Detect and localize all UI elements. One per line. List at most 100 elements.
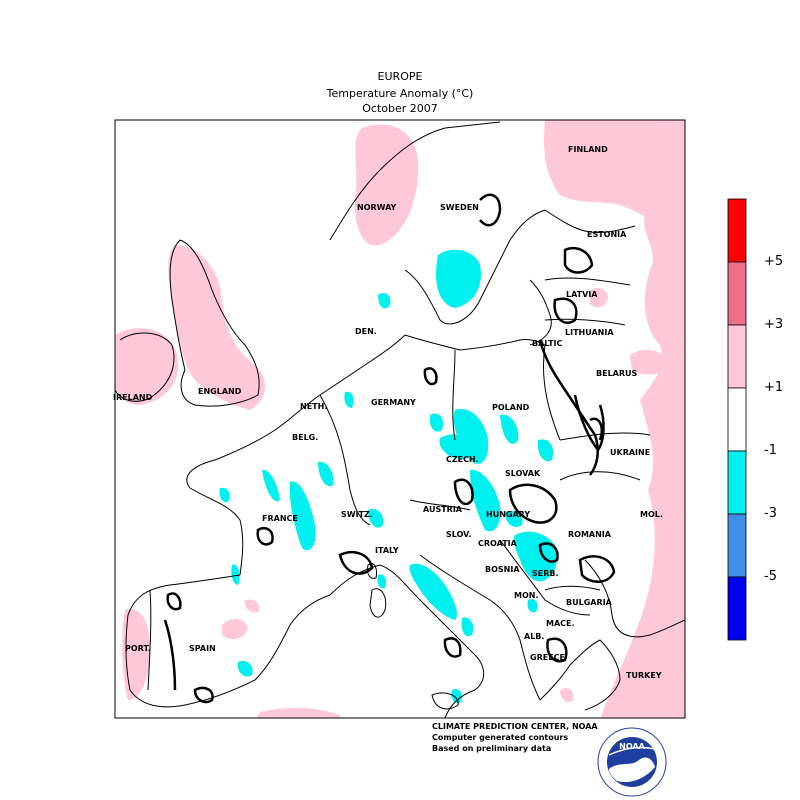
legend-swatch <box>727 198 747 263</box>
warm-area-britain <box>168 245 266 410</box>
country-labels: FINLAND NORWAY SWEDEN ESTONIA LATVIA LITHUANI… <box>113 145 663 680</box>
cool-area-czech <box>439 434 478 460</box>
credit-line-3: Based on preliminary data <box>432 744 552 753</box>
country-label-greece: GREECE <box>530 653 565 662</box>
legend-swatch <box>727 576 747 641</box>
contour-atlantic <box>166 592 182 611</box>
legend-tick-label: -5 <box>764 569 777 584</box>
contour-sweden <box>479 193 502 227</box>
warm-area-ireland <box>115 328 179 405</box>
contour-germany <box>423 367 438 386</box>
border-france-germany <box>319 394 371 526</box>
contour-serbia <box>538 542 559 563</box>
cool-area-hungary <box>470 469 501 532</box>
legend-swatch <box>727 387 747 452</box>
coast-adriatic-east <box>419 554 541 701</box>
contour-czech <box>453 478 474 506</box>
border-ukraine-romania <box>559 471 641 481</box>
legend-swatch <box>727 513 747 578</box>
country-label-bosnia: BOSNIA <box>485 565 520 574</box>
country-label-belg: BELG. <box>292 433 318 442</box>
warm-area-spain-1 <box>222 618 248 640</box>
legend-color-bar <box>727 198 747 641</box>
map-frame <box>114 119 686 719</box>
cool-area-france-3 <box>318 461 334 487</box>
cool-area-germany <box>429 413 444 432</box>
cool-area-atlantic <box>231 564 240 585</box>
contour-france <box>256 526 274 546</box>
warm-area-portugal <box>122 609 150 700</box>
contour-spain <box>163 619 177 691</box>
cool-area-spain <box>237 660 253 677</box>
cool-area-france-4 <box>219 487 230 503</box>
country-label-norway: NORWAY <box>357 203 397 212</box>
cool-area-ukraine-west <box>537 439 554 462</box>
country-label-mol: MOL. <box>640 510 663 519</box>
cool-area-italy-south <box>461 617 474 637</box>
warm-area-scandinavia <box>355 124 419 246</box>
country-label-estonia: ESTONIA <box>587 230 627 239</box>
country-label-switz: SWITZ. <box>341 510 373 519</box>
warm-area-belarus <box>630 349 670 375</box>
coast-sicily <box>431 692 459 710</box>
contour-belarus <box>573 394 605 453</box>
country-label-ireland: IRELAND <box>113 393 153 402</box>
cool-area-sweden <box>435 249 481 308</box>
border-romania-bulgaria <box>544 585 601 591</box>
country-label-germany: GERMANY <box>371 398 416 407</box>
country-label-mon: MON. <box>514 591 539 600</box>
country-label-austria: AUSTRIA <box>423 505 463 514</box>
legend-tick-label: +3 <box>764 317 784 332</box>
warm-area-latvia <box>590 287 608 308</box>
contour-alps <box>338 551 374 575</box>
country-label-neth: NETH. <box>300 402 327 411</box>
warm-area-east <box>600 215 685 718</box>
noaa-logo-icon: NOAA <box>597 727 667 797</box>
contour-lines <box>163 193 616 704</box>
country-label-croatia: CROATIA <box>478 539 518 548</box>
coast-baltic-east <box>529 279 552 346</box>
cool-area-poland-2 <box>500 414 519 444</box>
country-label-spain: SPAIN <box>189 644 216 653</box>
coast-iberia <box>125 574 331 708</box>
country-label-sweden: SWEDEN <box>440 203 479 212</box>
legend-swatch <box>727 324 747 389</box>
country-label-finland: FINLAND <box>568 145 608 154</box>
country-label-slovak: SLOVAK <box>505 469 541 478</box>
country-label-den: DEN. <box>355 327 377 336</box>
contour-hungary <box>508 483 558 524</box>
country-label-lithuania: LITHUANIA <box>565 328 614 337</box>
country-label-alb: ALB. <box>524 632 544 641</box>
cool-area-denmark <box>378 293 391 309</box>
legend-tick-label: +5 <box>764 254 784 269</box>
contour-italy-south <box>443 637 462 658</box>
coastlines <box>115 121 685 718</box>
country-label-poland: POLAND <box>492 403 530 412</box>
coast-britain <box>169 239 260 407</box>
border-belarus-ukraine <box>559 432 651 441</box>
contour-baltic <box>553 297 578 325</box>
coast-continent-north <box>274 334 546 431</box>
cool-area-italy-heel <box>451 689 463 704</box>
border-spain-portugal <box>147 589 152 691</box>
warm-area-mediterranean <box>256 708 340 718</box>
cool-area-france-1 <box>262 469 280 502</box>
country-borders <box>147 277 651 691</box>
border-balkans <box>499 539 591 616</box>
country-label-ukraine: UKRAINE <box>610 448 650 457</box>
country-label-latvia: LATVIA <box>566 290 598 299</box>
cool-area-balkans-2 <box>527 599 538 613</box>
contour-greece <box>546 637 568 663</box>
legend-tick-label: +1 <box>764 380 784 395</box>
country-label-romania: ROMANIA <box>568 530 612 539</box>
country-label-baltic: BALTIC <box>532 339 562 348</box>
country-label-france: FRANCE <box>262 514 298 523</box>
country-label-bulgaria: BULGARIA <box>566 598 613 607</box>
coast-france-west <box>186 429 276 576</box>
legend-tick-label: -1 <box>764 443 777 458</box>
legend-tick-label: -3 <box>764 506 777 521</box>
map-shading <box>115 120 685 718</box>
legend-swatch <box>727 261 747 326</box>
country-label-port: PORT. <box>125 644 151 653</box>
